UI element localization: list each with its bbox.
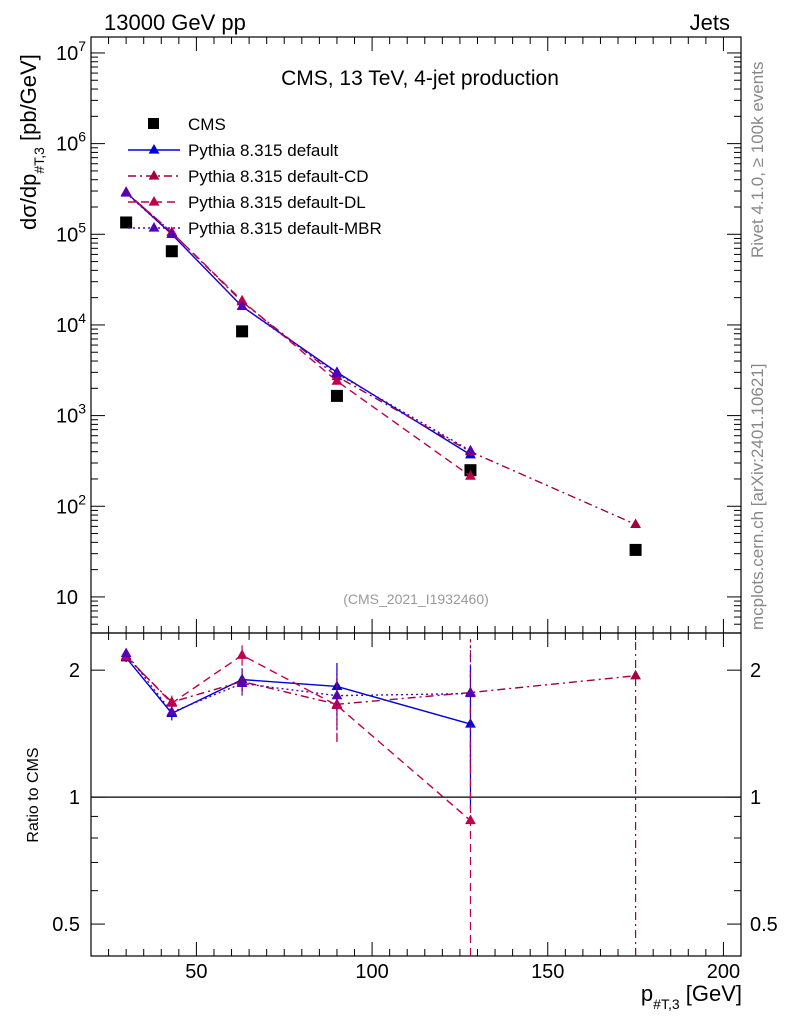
- header-jets-label: Jets: [690, 10, 730, 35]
- ratio-data-point: [236, 649, 248, 659]
- legend-label: Pythia 8.315 default-CD: [188, 167, 369, 186]
- y-tick-label: 105: [56, 219, 86, 246]
- cms-data-point: [120, 216, 133, 229]
- main-y-tick-labels: 10 102 103 104 105 106 107: [56, 38, 86, 609]
- ratio-data-point: [465, 814, 476, 825]
- x-tick-label: 150: [531, 961, 564, 983]
- ratio-data-point: [236, 677, 248, 688]
- y-tick-label: 10: [56, 587, 78, 609]
- y-tick-label: 102: [56, 491, 86, 518]
- mc-data-point: [236, 300, 248, 311]
- legend-marker: [148, 144, 160, 154]
- ratio-y-axis-label: Ratio to CMS: [25, 747, 42, 842]
- mc-data-point: [236, 294, 248, 305]
- header-energy-label: 13000 GeV pp: [104, 10, 246, 35]
- mc-data-point: [465, 470, 476, 480]
- legend-label: Pythia 8.315 default-DL: [188, 193, 366, 212]
- ratio-series-group: [120, 633, 641, 956]
- cms-data-point: [236, 325, 249, 338]
- legend: CMS Pythia 8.315 default Pythia 8.315 defa…: [128, 115, 382, 238]
- mc-data-point: [331, 375, 343, 385]
- mc-data-point: [120, 187, 132, 197]
- legend-marker: [148, 118, 159, 129]
- ratio-data-point: [166, 706, 178, 716]
- ratio-data-point: [465, 718, 476, 728]
- chart-title: CMS, 13 TeV, 4-jet production: [281, 67, 559, 90]
- main-series-group: [120, 186, 642, 556]
- ratio-data-point: [465, 687, 476, 698]
- ratio-data-point: [120, 647, 132, 658]
- ratio-y-tick-label: 1: [69, 787, 80, 809]
- mc-data-point: [166, 228, 178, 238]
- rivet-label: Rivet 4.1.0, ≥ 100k events: [748, 62, 767, 258]
- ratio-y-tick-label-right: 0.5: [750, 914, 778, 936]
- cms-data-point: [629, 543, 642, 556]
- legend-marker: [148, 170, 160, 180]
- mc-series-line: [125, 191, 636, 526]
- legend-marker: [148, 196, 160, 206]
- main-y-axis-label: dσ/dp#T,3 [pb/GeV]: [16, 54, 47, 230]
- legend-label: Pythia 8.315 default: [188, 141, 339, 160]
- ratio-ticks: 0.5 0.5 1 1 2 2: [52, 660, 778, 936]
- ratio-y-tick-label: 0.5: [52, 914, 80, 936]
- analysis-id: (CMS_2021_I1932460): [343, 591, 489, 607]
- cms-data-point: [330, 389, 343, 402]
- ratio-y-tick-label: 2: [69, 660, 80, 682]
- ratio-data-point: [166, 697, 178, 707]
- x-tick-label: 200: [707, 961, 740, 983]
- ratio-y-tick-label-right: 2: [750, 660, 761, 682]
- ratio-y-tick-label-right: 1: [750, 787, 761, 809]
- ratio-data-point: [630, 669, 641, 680]
- mcplots-label: mcplots.cern.ch [arXiv:2401.10621]: [748, 364, 767, 630]
- ratio-series-line: [125, 656, 636, 706]
- mc-data-point: [331, 367, 343, 378]
- y-tick-label: 106: [56, 129, 86, 156]
- legend-label: CMS: [188, 115, 226, 134]
- x-tick-label: 100: [355, 961, 388, 983]
- x-axis-label: p#T,3 [GeV]: [641, 981, 742, 1012]
- y-tick-label: 107: [56, 38, 86, 65]
- ratio-data-point: [331, 689, 343, 700]
- ratio-series-line: [125, 654, 471, 822]
- y-tick-label: 103: [56, 401, 86, 428]
- ratio-panel-frame: [90, 632, 742, 957]
- x-ticks: 50 100 150 200: [108, 37, 742, 983]
- mc-series-line: [125, 192, 471, 452]
- cms-data-point: [165, 245, 178, 258]
- ratio-series-line: [125, 653, 471, 714]
- x-tick-label: 50: [185, 961, 207, 983]
- main-y-ticks: [91, 52, 741, 634]
- legend-label: Pythia 8.315 default-MBR: [188, 219, 382, 238]
- legend-marker: [148, 222, 160, 232]
- y-tick-label: 104: [56, 310, 86, 337]
- mc-data-point: [465, 444, 476, 455]
- mc-data-point: [630, 518, 641, 529]
